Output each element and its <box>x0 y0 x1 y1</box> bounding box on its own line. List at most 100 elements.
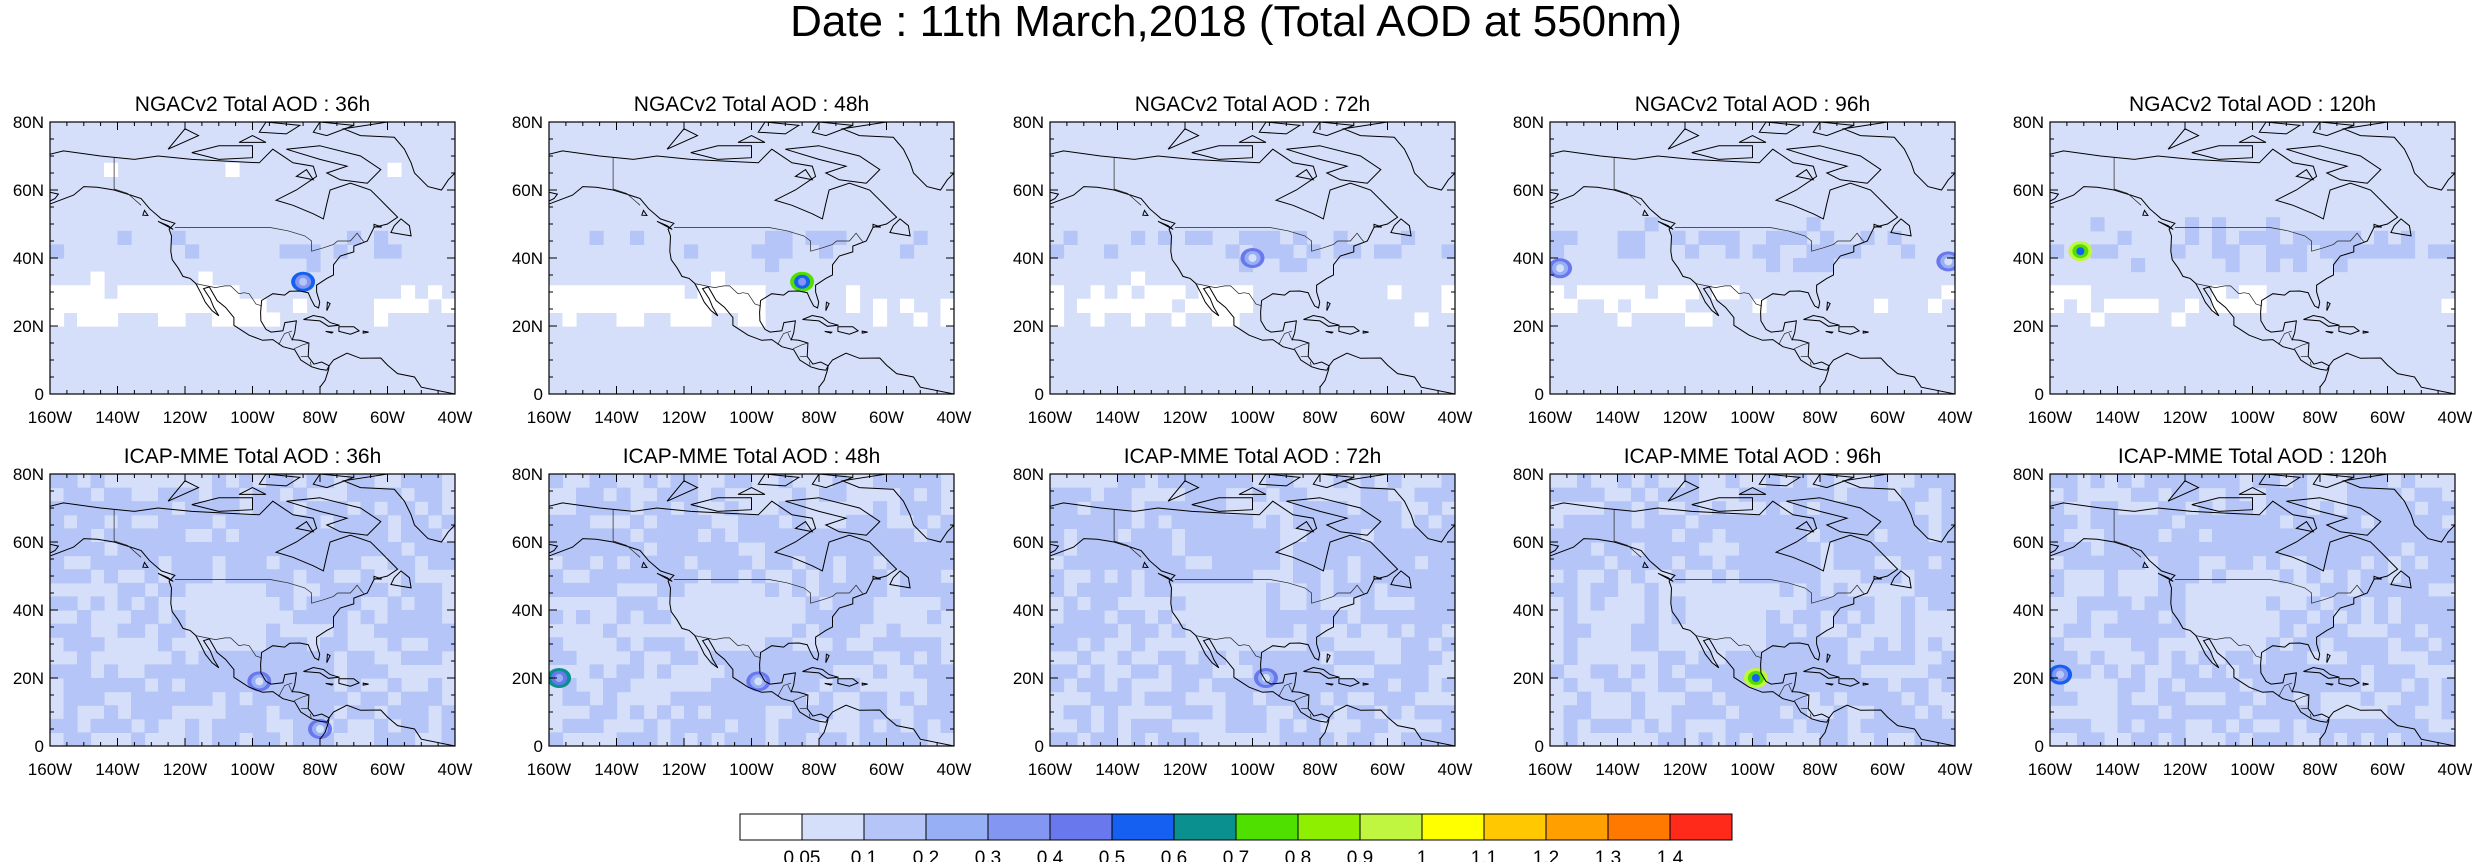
aod-field <box>2050 122 2455 394</box>
lon-tick-label: 120W <box>2163 760 2207 779</box>
lat-tick-label: 20N <box>512 317 543 336</box>
lat-tick-label: 80N <box>1013 113 1044 132</box>
lat-tick-label: 80N <box>2013 465 2044 484</box>
aod-field <box>1550 474 1955 746</box>
lon-tick-label: 40W <box>2438 408 2472 427</box>
lon-tick-label: 40W <box>1438 760 1473 779</box>
aod-hotspot <box>1262 674 1270 682</box>
lon-tick-label: 160W <box>1528 408 1572 427</box>
lat-tick-label: 60N <box>2013 181 2044 200</box>
lat-tick-label: 40N <box>13 249 44 268</box>
lon-tick-label: 140W <box>95 760 139 779</box>
aod-hotspot <box>555 674 564 682</box>
lat-tick-label: 20N <box>1513 317 1544 336</box>
aod-hotspot <box>255 677 264 686</box>
lon-tick-label: 120W <box>2163 408 2207 427</box>
lat-tick-label: 0 <box>2035 737 2044 756</box>
coastlines <box>1550 474 1955 746</box>
lat-tick-label: 0 <box>1035 737 1044 756</box>
lat-tick-label: 80N <box>1513 113 1544 132</box>
lon-tick-label: 160W <box>1028 760 1072 779</box>
lon-tick-label: 40W <box>937 760 972 779</box>
lat-tick-label: 0 <box>534 385 543 404</box>
colorbar-swatch <box>1421 813 1485 841</box>
lon-tick-label: 40W <box>937 408 972 427</box>
coastlines <box>549 474 954 746</box>
lon-tick-label: 120W <box>1163 408 1207 427</box>
lon-tick-label: 160W <box>527 408 571 427</box>
colorbar-label: 0.05 <box>784 848 821 862</box>
lon-tick-label: 60W <box>370 760 405 779</box>
lat-tick-label: 20N <box>2013 317 2044 336</box>
lon-tick-label: 80W <box>1303 760 1338 779</box>
lat-tick-label: 40N <box>512 601 543 620</box>
lat-tick-label: 20N <box>13 317 44 336</box>
lat-tick-label: 80N <box>1513 465 1544 484</box>
aod-field <box>2050 474 2455 746</box>
colorbar-swatch <box>863 813 927 841</box>
lat-tick-label: 60N <box>512 533 543 552</box>
lat-tick-label: 80N <box>13 113 44 132</box>
aod-hotspot <box>2056 670 2065 679</box>
lon-tick-label: 80W <box>1303 408 1338 427</box>
lon-tick-label: 160W <box>1528 760 1572 779</box>
colorbar-swatch <box>1483 813 1547 841</box>
lon-tick-label: 120W <box>163 760 207 779</box>
lon-tick-label: 40W <box>438 408 473 427</box>
coastlines <box>1050 122 1455 394</box>
lon-tick-label: 60W <box>869 760 904 779</box>
colorbar-label: 0.3 <box>975 848 1001 862</box>
aod-hotspot <box>754 677 763 686</box>
aod-hotspot <box>316 725 324 733</box>
lat-tick-label: 40N <box>2013 249 2044 268</box>
colorbar-swatch <box>1111 813 1175 841</box>
lat-tick-label: 40N <box>1513 601 1544 620</box>
colorbar-label: 0.5 <box>1099 848 1125 862</box>
panel-title: ICAP-MME Total AOD : 72h <box>1123 445 1382 468</box>
lat-tick-label: 80N <box>1013 465 1044 484</box>
lon-tick-label: 60W <box>869 408 904 427</box>
aod-field <box>50 122 455 394</box>
panel-title: NGACv2 Total AOD : 120h <box>2128 93 2377 116</box>
lon-tick-label: 140W <box>1595 408 1639 427</box>
panel-title: ICAP-MME Total AOD : 96h <box>1623 445 1882 468</box>
panel-title: NGACv2 Total AOD : 48h <box>633 93 870 116</box>
coastlines <box>50 122 455 394</box>
lat-tick-label: 60N <box>13 181 44 200</box>
lat-tick-label: 20N <box>2013 669 2044 688</box>
aod-hotspot <box>299 277 308 286</box>
coastlines <box>1050 474 1455 746</box>
lon-tick-label: 160W <box>527 760 571 779</box>
panel-title: ICAP-MME Total AOD : 48h <box>622 445 881 468</box>
colorbar-swatch <box>739 813 803 841</box>
lon-tick-label: 40W <box>2438 760 2472 779</box>
lon-tick-label: 40W <box>1938 408 1973 427</box>
colorbar-swatch <box>1173 813 1237 841</box>
colorbar-swatch <box>1607 813 1671 841</box>
colorbar-swatch <box>1297 813 1361 841</box>
lon-tick-label: 100W <box>2230 408 2274 427</box>
lon-tick-label: 80W <box>303 760 338 779</box>
aod-field <box>50 474 455 746</box>
lat-tick-label: 40N <box>13 601 44 620</box>
lon-tick-label: 100W <box>1230 760 1274 779</box>
colorbar-label: 0.8 <box>1285 848 1311 862</box>
lon-tick-label: 120W <box>1663 408 1707 427</box>
lon-tick-label: 80W <box>1803 408 1838 427</box>
lon-tick-label: 140W <box>2095 760 2139 779</box>
lon-tick-label: 100W <box>1730 760 1774 779</box>
aod-map-panel: 160W 140W 120W 100W 80W 60W 40W 0 20N 40N 60N 80N <box>1513 465 1973 779</box>
figure-title: Date : 11th March,2018 (Total AOD at 550… <box>790 0 1682 46</box>
colorbar-label: 1.3 <box>1595 848 1621 862</box>
lat-tick-label: 20N <box>1013 317 1044 336</box>
lat-tick-label: 40N <box>1013 249 1044 268</box>
lat-tick-label: 0 <box>35 385 44 404</box>
aod-field <box>1550 122 1955 394</box>
colorbar-label: 1.1 <box>1471 848 1497 862</box>
coastlines <box>2050 474 2455 746</box>
lat-tick-label: 40N <box>1513 249 1544 268</box>
coastlines <box>1550 122 1955 394</box>
lon-tick-label: 60W <box>2370 760 2405 779</box>
aod-map-panel: 160W 140W 120W 100W 80W 60W 40W 0 20N 40N 60N 80N <box>2013 465 2472 779</box>
lon-tick-label: 160W <box>2028 408 2072 427</box>
